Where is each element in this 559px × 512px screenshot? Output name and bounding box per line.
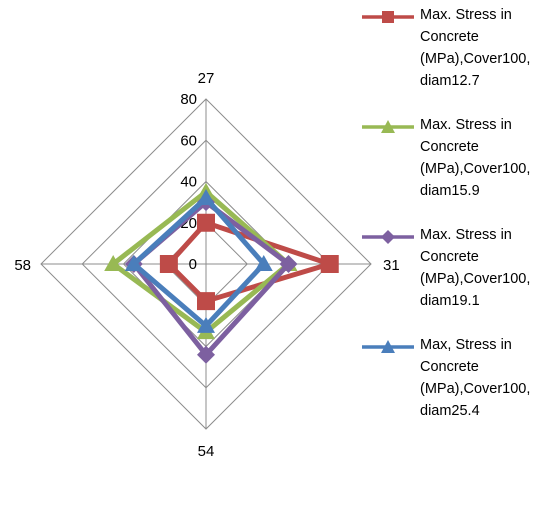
legend-line: (MPa),Cover100,	[420, 161, 531, 177]
category-label: 27	[198, 70, 215, 87]
legend-line: (MPa),Cover100,	[420, 51, 531, 67]
legend-label: Max. Stress in Concrete (MPa),Cover100, …	[420, 4, 559, 92]
legend-line: (MPa),Cover100,	[420, 381, 531, 397]
radial-tick-label: 60	[180, 132, 197, 149]
legend-label: Max. Stress in Concrete (MPa),Cover100, …	[420, 224, 559, 312]
category-label: 31	[383, 257, 400, 274]
legend-swatch-square-icon	[362, 11, 414, 23]
legend-label: Max. Stress in Concrete (MPa),Cover100, …	[420, 114, 559, 202]
data-point	[197, 345, 215, 364]
radial-tick-label: 0	[189, 256, 197, 273]
data-series	[104, 182, 339, 364]
legend-line: Max. Stress in	[420, 117, 512, 133]
legend-swatch-triangle-icon	[362, 340, 414, 353]
legend-label: Max, Stress in Concrete (MPa),Cover100, …	[420, 334, 559, 422]
legend-line: diam12.7	[420, 73, 480, 89]
data-point	[159, 255, 178, 273]
category-labels: 27 31 54 58	[14, 70, 399, 460]
data-point	[197, 316, 215, 333]
category-label: 54	[198, 443, 215, 460]
legend-line: Concrete	[420, 249, 479, 265]
legend-swatch-triangle-icon	[362, 120, 414, 133]
radial-tick-label: 40	[180, 174, 197, 191]
data-point	[197, 292, 215, 311]
data-point	[197, 213, 215, 232]
legend-line: Concrete	[420, 29, 479, 45]
legend-line: diam19.1	[420, 293, 480, 309]
legend-line: diam25.4	[420, 403, 480, 419]
legend-line: diam15.9	[420, 183, 480, 199]
legend-line: Concrete	[420, 359, 479, 375]
series-4	[124, 189, 273, 333]
data-point	[254, 255, 273, 271]
data-point	[197, 189, 215, 205]
legend-line: Concrete	[420, 139, 479, 155]
data-point	[279, 255, 298, 273]
data-point	[124, 255, 143, 271]
category-label: 58	[14, 257, 31, 274]
legend-line: (MPa),Cover100,	[420, 271, 531, 287]
legend-line: Max. Stress in	[420, 7, 512, 23]
legend-swatch-diamond-icon	[362, 230, 414, 244]
legend-line: Max, Stress in	[420, 337, 512, 353]
radial-tick-label: 80	[180, 91, 197, 108]
legend-line: Max. Stress in	[420, 227, 512, 243]
data-point	[320, 255, 339, 273]
data-point	[104, 255, 123, 271]
series-1	[159, 213, 339, 311]
